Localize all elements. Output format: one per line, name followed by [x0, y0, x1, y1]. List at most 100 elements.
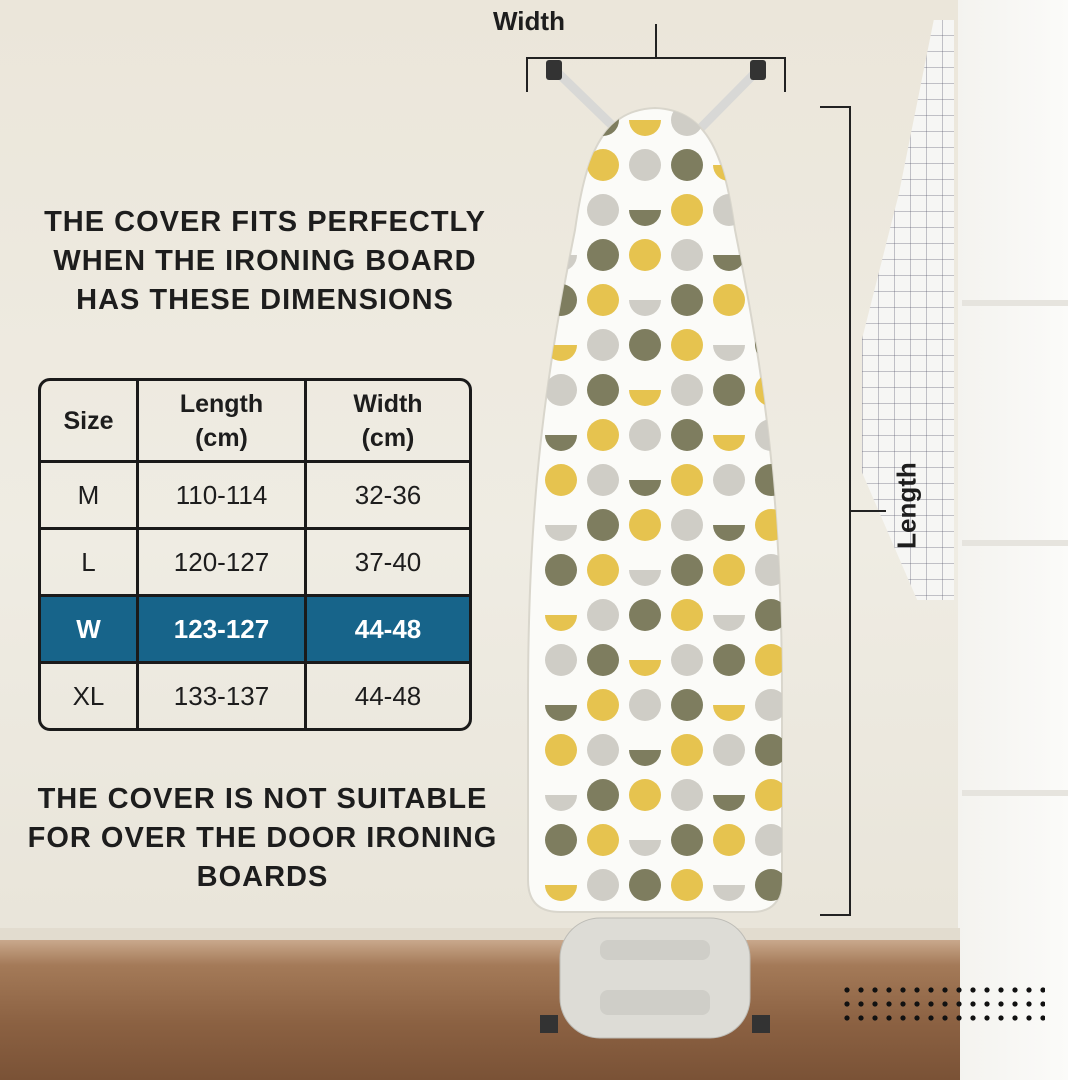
decorative-dot-grid	[840, 983, 1045, 1023]
pattern-dot	[671, 824, 703, 856]
pattern-dot	[713, 734, 745, 766]
pattern-dot	[671, 149, 703, 181]
pattern-dot	[671, 644, 703, 676]
table-row: M 110-114 32-36	[41, 463, 469, 530]
pattern-dot	[713, 374, 745, 406]
pattern-half-circle	[545, 525, 577, 541]
width-cell: 32-36	[307, 463, 469, 530]
pattern-half-circle	[629, 120, 661, 136]
pattern-dot	[587, 464, 619, 496]
width-label: Width	[493, 6, 565, 36]
pattern-dot	[755, 734, 782, 766]
pattern-dot	[587, 554, 619, 586]
pattern-half-circle	[629, 840, 661, 856]
pattern-dot	[587, 734, 619, 766]
shelf-edge	[962, 790, 1068, 796]
shelf-edge	[962, 540, 1068, 546]
pattern-dot	[713, 644, 745, 676]
header-size: Size	[41, 381, 139, 463]
pattern-dot	[629, 869, 661, 901]
pattern-half-circle	[713, 345, 745, 361]
pattern-dot	[713, 824, 745, 856]
fit-heading: THE COVER FITS PERFECTLY WHEN THE IRONIN…	[44, 206, 486, 316]
pattern-dot	[587, 419, 619, 451]
pattern-half-circle	[629, 660, 661, 676]
leg-cap	[546, 60, 562, 80]
pattern-half-circle	[713, 255, 745, 271]
width-dimension-tick	[526, 57, 528, 92]
pattern-dot	[587, 194, 619, 226]
pattern-dot	[671, 869, 703, 901]
pattern-dot	[545, 464, 577, 496]
pattern-dot	[671, 194, 703, 226]
shelf-edge	[962, 300, 1068, 306]
pattern-dot	[755, 644, 782, 676]
pattern-dot	[755, 374, 782, 406]
pattern-dot	[629, 239, 661, 271]
pattern-dot	[587, 779, 619, 811]
pattern-dot	[671, 464, 703, 496]
pattern-half-circle	[629, 750, 661, 766]
board-foot-slot	[600, 990, 710, 1015]
suitability-note: THE COVER IS NOT SUITABLE FOR OVER THE D…	[27, 783, 498, 893]
board-foot	[559, 917, 751, 1039]
pattern-dot	[629, 419, 661, 451]
pattern-dot	[755, 779, 782, 811]
pattern-dot	[755, 149, 782, 181]
length-dimension-pointer	[850, 510, 886, 512]
length-cell: 120-127	[139, 530, 307, 597]
pattern-dot	[713, 464, 745, 496]
pattern-dot	[671, 734, 703, 766]
pattern-dot	[545, 108, 577, 136]
pattern-half-circle	[629, 390, 661, 406]
pattern-dot	[545, 644, 577, 676]
pattern-dot	[671, 554, 703, 586]
pattern-dot	[629, 509, 661, 541]
pattern-half-circle	[713, 705, 745, 721]
pattern-dot	[545, 824, 577, 856]
pattern-dot	[755, 239, 782, 271]
pattern-half-circle	[629, 480, 661, 496]
pattern-dot	[629, 149, 661, 181]
pattern-dot	[755, 464, 782, 496]
header-length: Length (cm)	[139, 381, 307, 463]
pattern-dot	[587, 149, 619, 181]
length-label: Length	[891, 462, 922, 549]
pattern-half-circle	[713, 795, 745, 811]
pattern-dot	[587, 644, 619, 676]
pattern-dot	[587, 284, 619, 316]
size-cell: W	[41, 597, 139, 664]
length-dimension-tick	[820, 914, 850, 916]
pattern-dot	[755, 869, 782, 901]
table-header-row: Size Length (cm) Width (cm)	[41, 381, 469, 463]
pattern-dot	[587, 689, 619, 721]
pattern-dot	[755, 509, 782, 541]
pattern-dot	[671, 108, 703, 136]
pattern-dot	[713, 194, 745, 226]
pattern-half-circle	[545, 435, 577, 451]
pattern-dot	[671, 239, 703, 271]
size-cell: L	[41, 530, 139, 597]
pattern-half-circle	[545, 885, 577, 901]
pattern-half-circle	[545, 795, 577, 811]
pattern-half-circle	[713, 435, 745, 451]
width-dimension-tick	[784, 57, 786, 92]
pattern-half-circle	[713, 615, 745, 631]
pattern-half-circle	[713, 525, 745, 541]
pattern-dot	[671, 689, 703, 721]
pattern-dot	[545, 734, 577, 766]
pattern-dot	[545, 554, 577, 586]
pattern-dot	[671, 779, 703, 811]
table-row: L 120-127 37-40	[41, 530, 469, 597]
header-width: Width (cm)	[307, 381, 469, 463]
width-cell: 37-40	[307, 530, 469, 597]
pattern-dot	[671, 509, 703, 541]
board-foot-slot	[600, 940, 710, 960]
pattern-dot	[545, 194, 577, 226]
pattern-dot	[755, 554, 782, 586]
pattern-half-circle	[545, 165, 577, 181]
pattern-dot	[587, 329, 619, 361]
pattern-dot	[671, 284, 703, 316]
pattern-dot	[587, 374, 619, 406]
leg-cap	[750, 60, 766, 80]
